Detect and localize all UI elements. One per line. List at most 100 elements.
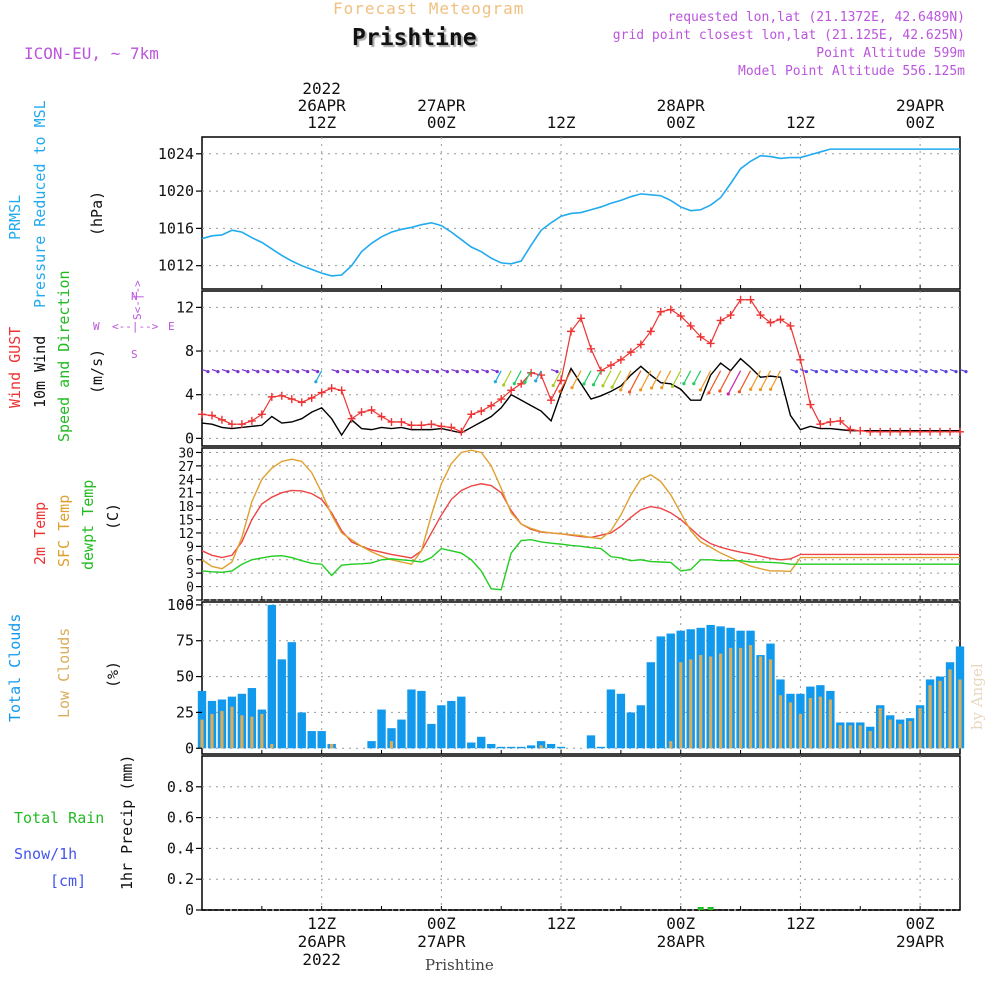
gust-point [567, 327, 576, 336]
ytick-label-temperature: 24 [178, 473, 194, 488]
low-cloud-bar [699, 655, 703, 749]
wind-direction-arrowhead [954, 369, 958, 374]
low-cloud-bar [270, 743, 274, 749]
gust-point [706, 339, 715, 348]
wind-direction-arrowhead [934, 369, 938, 374]
gust-point [277, 391, 286, 400]
gust-point [856, 426, 865, 435]
low-cloud-bar [719, 653, 723, 749]
gust-point [906, 427, 915, 436]
gust-point [427, 420, 436, 429]
low-cloud-bar [848, 725, 852, 749]
wind-direction-arrow [640, 370, 652, 391]
bottom-time-label: 28APR [657, 932, 706, 951]
wind-direction-arrowhead [425, 369, 430, 374]
gust-point [616, 355, 625, 364]
low-cloud-bar [928, 685, 932, 749]
wind-direction-arrowhead [346, 369, 350, 374]
wind-direction-arrowhead [534, 379, 538, 383]
compass-east: E [168, 320, 175, 333]
wind-direction-arrowhead [639, 388, 643, 392]
wind-direction-arrow [503, 370, 512, 386]
wind-direction-arrowhead [610, 385, 614, 389]
total-cloud-bar [506, 746, 516, 749]
ytick-label-precipitation: 0 [185, 901, 194, 919]
low-cloud-bar [230, 706, 234, 749]
wind-direction-arrowhead [296, 369, 300, 374]
wind-direction-arrowhead [737, 390, 741, 394]
wind-direction-arrowhead [804, 369, 809, 374]
wind-direction-arrowhead [707, 391, 711, 395]
wind-direction-arrow [727, 370, 742, 395]
gust-point [696, 332, 705, 341]
low-cloud-bar [858, 725, 862, 749]
gust-point [517, 379, 526, 388]
wind-direction-arrowhead [415, 369, 420, 374]
low-cloud-bar [210, 713, 214, 749]
footer-location: Prishtine [425, 956, 494, 974]
gust-point [237, 420, 246, 429]
wind-direction-arrowhead [405, 369, 410, 374]
bottom-time-label: 12Z [307, 914, 336, 933]
wind-direction-arrow [661, 370, 672, 388]
temp-line-2m-temp [201, 483, 960, 561]
wind-direction-arrowhead [874, 369, 878, 374]
wind-direction-arrowhead [591, 383, 596, 387]
gust-point [317, 388, 326, 397]
gust-point [297, 398, 306, 407]
total-cloud-bar [317, 731, 326, 749]
gust-point [217, 415, 226, 424]
gust-point [956, 427, 964, 436]
ytick-label-clouds: 0 [185, 739, 194, 757]
total-cloud-bar [646, 662, 656, 749]
ytick-label-clouds: 25 [176, 703, 194, 721]
total-cloud-bar [377, 709, 386, 749]
low-cloud-bar [888, 719, 892, 749]
wind-direction-arrowhead [682, 382, 686, 386]
compass-west: W [93, 320, 100, 333]
wind-direction-arrowhead [365, 369, 370, 374]
wind-direction-arrowhead [306, 369, 310, 374]
compass-south: S [131, 348, 138, 361]
bottom-time-label: 00Z [427, 914, 456, 933]
ytick-label-temperature: 6 [186, 554, 194, 569]
gust-point [796, 355, 805, 364]
total-cloud-bar [417, 690, 426, 749]
wind-direction-arrowhead [356, 369, 360, 374]
ytick-label-precipitation: 0.4 [167, 839, 194, 857]
gust-point [836, 416, 845, 425]
gust-point [417, 421, 426, 430]
model-altitude: Model Point Altitude 556.125m [738, 64, 965, 79]
low-cloud-bar [788, 702, 793, 749]
total-rain-label: Total Rain [14, 809, 105, 827]
wind-direction-arrowhead [698, 388, 703, 392]
gust-point [716, 316, 725, 325]
low-cloud-bar [729, 647, 733, 749]
panel-frame-wind [201, 290, 961, 447]
gust-point [636, 340, 645, 349]
wind-direction-arrow [750, 370, 762, 390]
gust-point [916, 427, 925, 436]
ytick-label-clouds: 50 [176, 668, 194, 686]
total-cloud-bar [546, 743, 556, 749]
compass-north: N [131, 290, 138, 303]
wind10-line [201, 357, 960, 437]
low-cloud-bar [240, 715, 244, 749]
wind-direction-arrowhead [834, 369, 838, 374]
low-cloud-bar [768, 659, 773, 749]
wind-direction-arrow [719, 370, 732, 392]
total-cloud-bar [616, 693, 626, 749]
total-cloud-bar [487, 743, 496, 749]
total-cloud-bar [636, 705, 646, 749]
wind-direction-arrow [759, 370, 772, 390]
low-cloud-bar [798, 713, 803, 749]
ytick-label-temperature: -3 [178, 594, 194, 609]
gust-point [527, 368, 536, 377]
pressure-line [201, 148, 960, 277]
wind-direction-arrowhead [944, 369, 948, 374]
low-cloud-bar [669, 741, 673, 749]
model-label: ICON-EU, ~ 7km [24, 44, 159, 63]
gust-point [586, 344, 595, 353]
gust-point [287, 395, 296, 404]
gust-point [766, 318, 775, 327]
